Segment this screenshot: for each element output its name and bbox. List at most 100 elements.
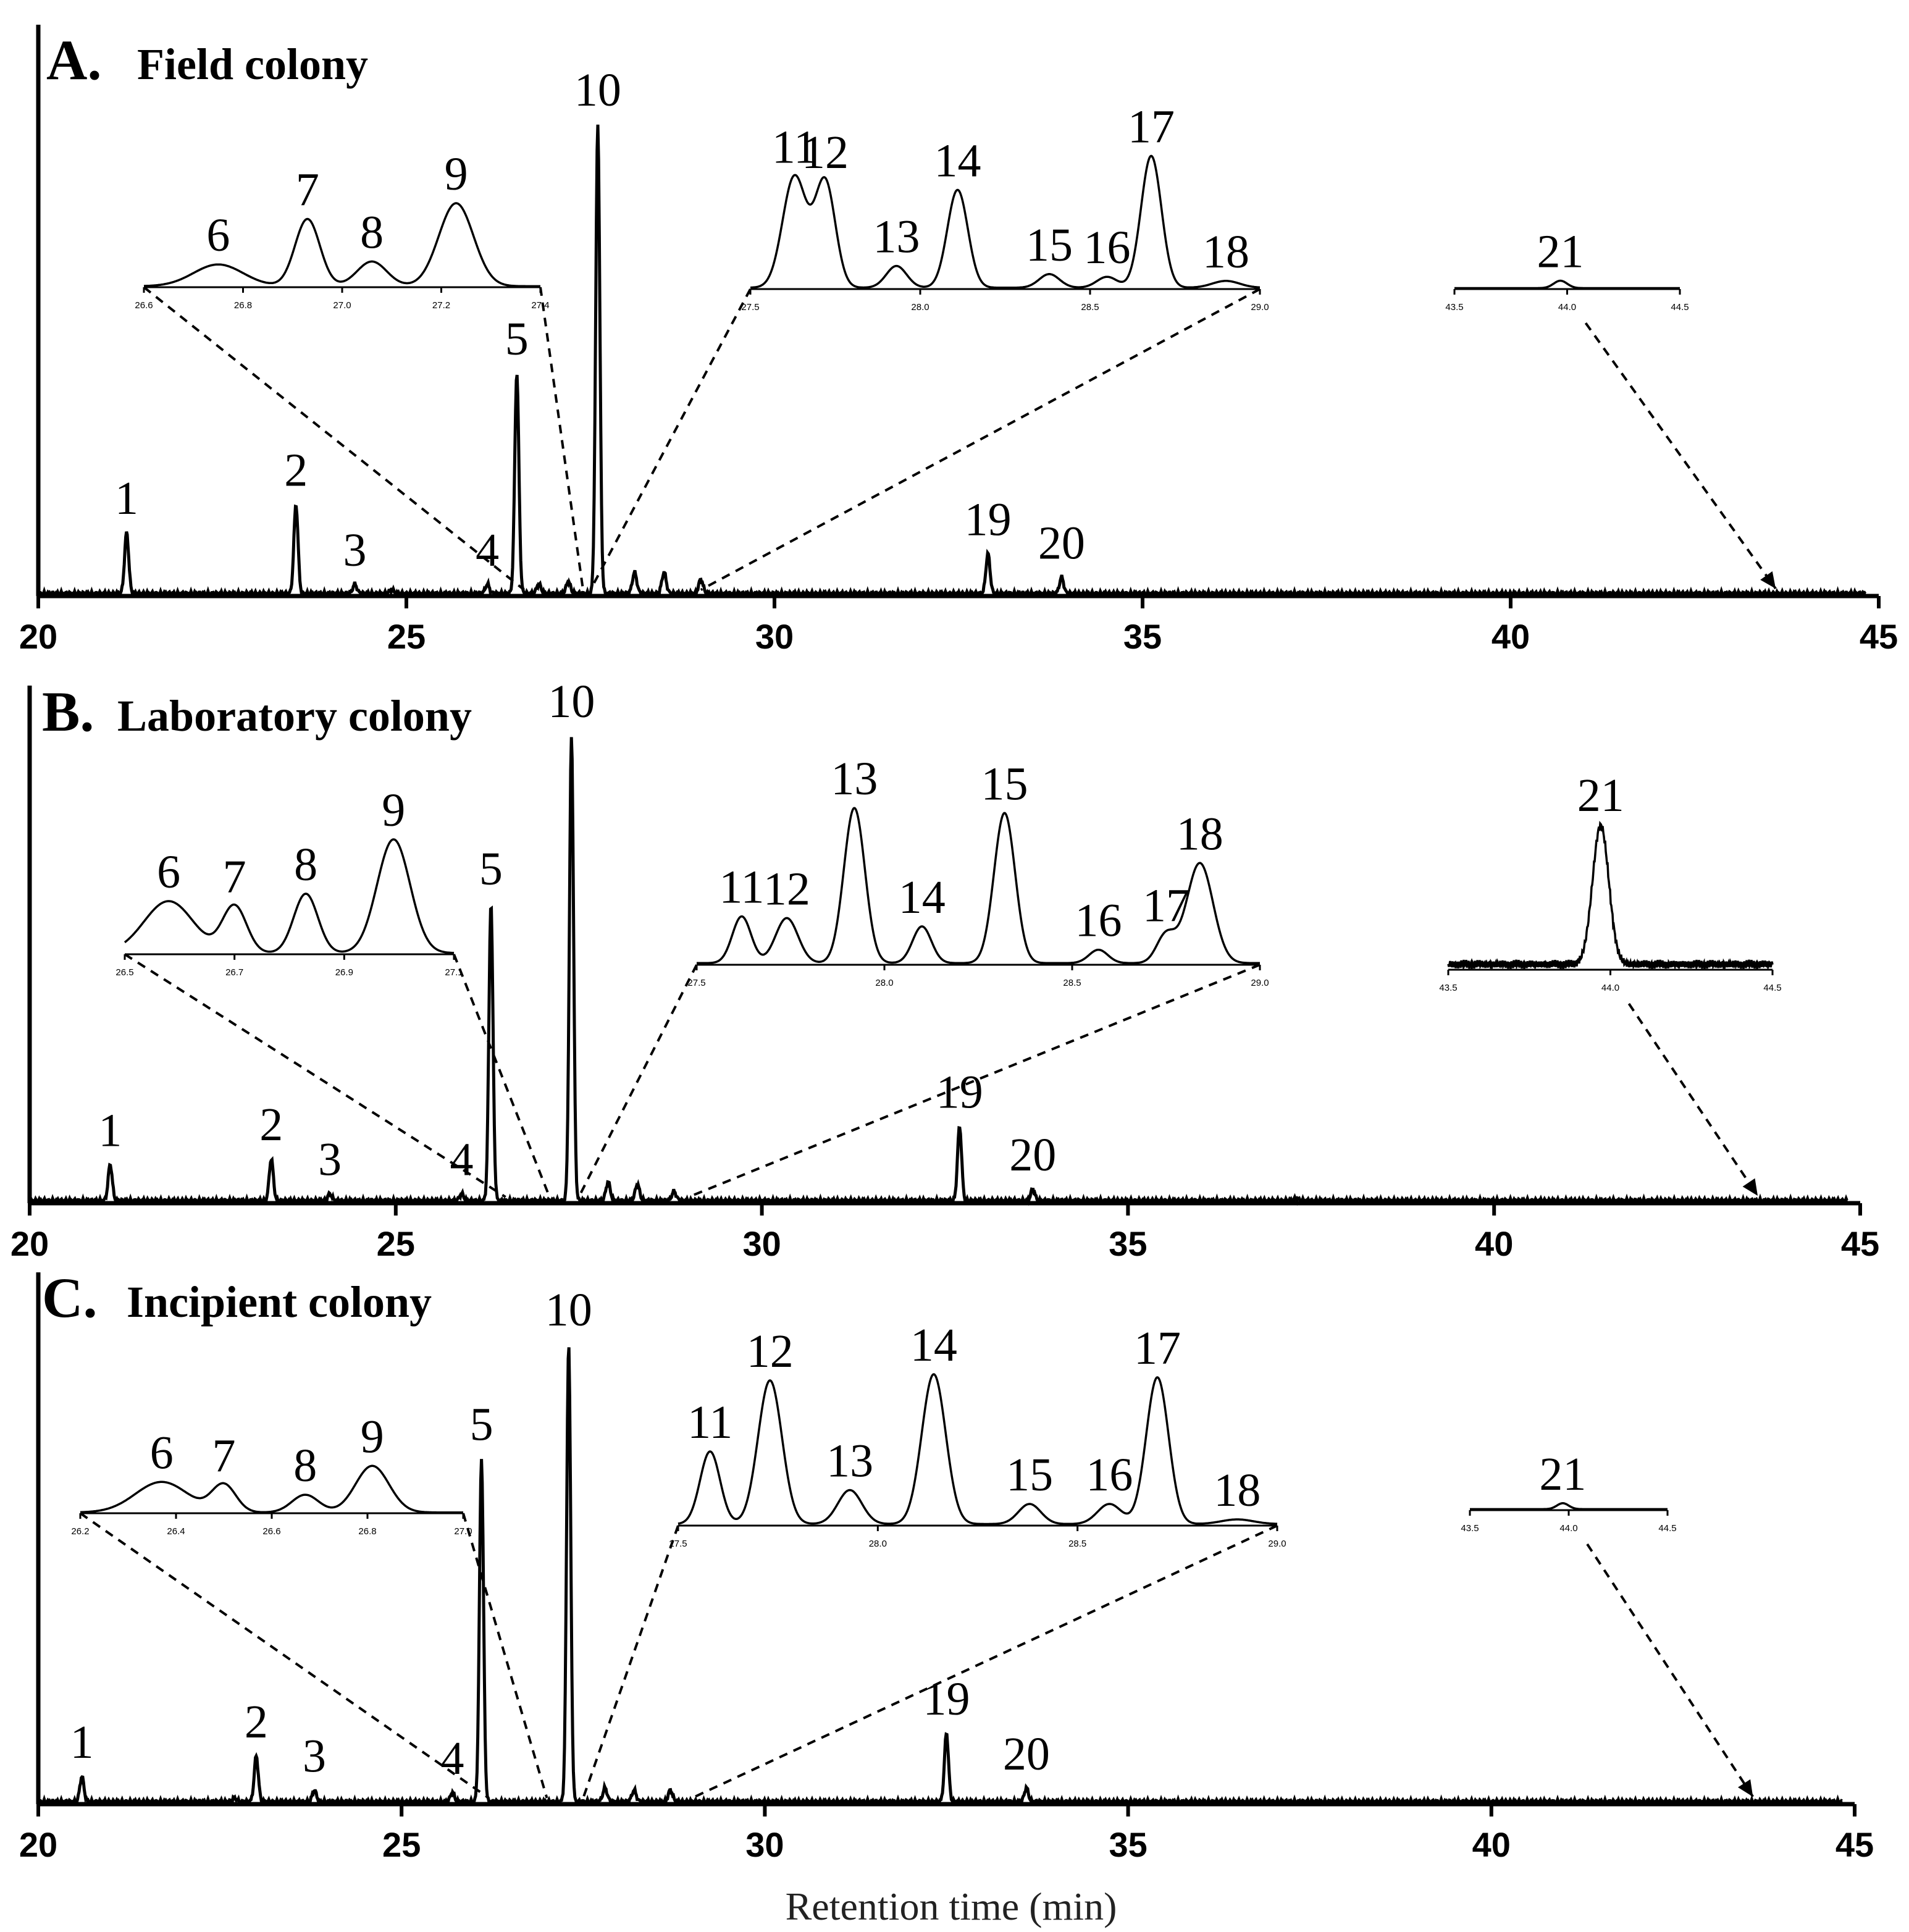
x-tick-label: 25 <box>387 617 426 656</box>
inset-left: 26.6 26.8 27.0 27.2 27.4 6 78 9 <box>135 148 585 591</box>
inset-peak-label-11: 11 <box>687 1396 732 1448</box>
inset-tick-label: 43.5 <box>1461 1523 1479 1534</box>
inset-tick-label: 27.2 <box>432 300 450 311</box>
inset-peak-label-11: 11 <box>719 862 764 914</box>
inset-trace <box>144 202 540 288</box>
inset-peak-label-9: 9 <box>445 148 468 200</box>
peak-label-19: 19 <box>923 1673 970 1725</box>
x-tick-label: 30 <box>755 617 794 656</box>
inset-trace <box>80 1464 463 1514</box>
peak-label-2: 2 <box>284 445 308 497</box>
peak-label-20: 20 <box>1038 517 1085 569</box>
peak-label-4: 4 <box>450 1134 474 1186</box>
zoom-connector <box>577 964 698 1198</box>
inset-left: 26.5 26.7 26.9 27.1 6 7 8 9 <box>115 784 551 1198</box>
arrow-head <box>1742 1178 1758 1196</box>
inset-peak-label-17: 17 <box>1143 880 1189 931</box>
zoom-connector <box>79 1512 490 1799</box>
inset-peak-label-14: 14 <box>910 1319 957 1371</box>
inset-right: 43.5 44.0 44.5 21 <box>1461 1448 1676 1534</box>
peak-label-20: 20 <box>1009 1129 1056 1181</box>
inset-tick-label: 43.5 <box>1439 983 1457 993</box>
inset-tick-label: 28.0 <box>875 978 893 988</box>
inset-trace <box>124 838 455 954</box>
peak-label-10: 10 <box>574 64 621 116</box>
inset-tick-label: 27.5 <box>687 978 705 988</box>
x-axis-title: Retention time (min) <box>786 1884 1117 1928</box>
inset-peak-label-13: 13 <box>873 211 920 263</box>
inset-tick-label: 28.5 <box>1068 1539 1086 1549</box>
panel-letter: B. <box>42 680 94 743</box>
zoom-connector <box>589 288 752 590</box>
inset-peak-label-11: 11 <box>772 121 817 173</box>
inset-tick-label: 27.4 <box>531 300 549 311</box>
x-tick-label: 45 <box>1841 1224 1879 1263</box>
zoom-connector <box>143 286 525 591</box>
inset-peak-label-6: 6 <box>157 846 180 898</box>
inset-peak-label-12: 12 <box>763 863 810 915</box>
inset-tick-label: 27.0 <box>333 300 351 311</box>
chromatogram-trace <box>28 737 1848 1206</box>
zoom-connector <box>582 1525 679 1799</box>
peak-label-10: 10 <box>548 676 595 728</box>
x-tick-label: 20 <box>19 1825 57 1864</box>
inset-peak-label-12: 12 <box>747 1325 794 1377</box>
inset-peak-label-14: 14 <box>934 135 981 187</box>
inset-tick-label: 29.0 <box>1251 302 1269 313</box>
inset-peak-label-17: 17 <box>1134 1322 1181 1374</box>
x-tick-label: 25 <box>377 1224 415 1263</box>
x-tick-label: 20 <box>19 617 57 656</box>
peak-label-5: 5 <box>470 1398 493 1450</box>
peak-label-3: 3 <box>303 1730 326 1782</box>
peak-label-1: 1 <box>70 1716 94 1768</box>
inset-peak-label-21: 21 <box>1577 770 1624 821</box>
inset-peak-label-18: 18 <box>1177 808 1223 860</box>
x-tick-label: 35 <box>1123 617 1162 656</box>
peak-label-3: 3 <box>318 1134 342 1186</box>
inset-tick-label: 44.5 <box>1763 983 1781 993</box>
arrow-line <box>1584 322 1777 590</box>
peak-label-5: 5 <box>479 843 503 895</box>
inset-peak-label-16: 16 <box>1084 222 1131 274</box>
inset-tick-label: 28.5 <box>1081 302 1099 313</box>
x-tick-label: 35 <box>1109 1825 1147 1864</box>
zoom-connector <box>691 1524 1278 1799</box>
chromatogram-trace <box>36 124 1867 598</box>
inset-trace <box>750 154 1260 289</box>
inset-trace <box>678 1373 1278 1526</box>
arrow-head <box>1738 1779 1753 1797</box>
inset-tick-label: 44.5 <box>1658 1523 1676 1534</box>
inset-peak-label-15: 15 <box>981 758 1028 810</box>
peak-label-3: 3 <box>343 524 367 576</box>
inset-peak-label-18: 18 <box>1214 1464 1261 1516</box>
peak-label-4: 4 <box>441 1732 464 1784</box>
zoom-connector <box>688 964 1261 1198</box>
zoom-connector <box>462 1513 548 1799</box>
x-tick-label: 30 <box>745 1825 784 1864</box>
inset-right: 43.5 44.0 44.5 21 <box>1439 770 1781 993</box>
inset-trace <box>1470 1502 1668 1511</box>
panel-letter: C. <box>42 1266 97 1329</box>
inset-peak-label-6: 6 <box>150 1427 174 1479</box>
inset-tick-label: 26.6 <box>135 300 153 311</box>
x-tick-label: 45 <box>1860 617 1898 656</box>
inset-trace <box>1454 279 1680 290</box>
x-tick-label: 20 <box>10 1224 49 1263</box>
peak-label-2: 2 <box>245 1696 268 1748</box>
peak-label-1: 1 <box>98 1104 122 1156</box>
inset-peak-label-14: 14 <box>899 872 946 923</box>
panel-title: Incipient colony <box>127 1277 432 1327</box>
inset-peak-label-12: 12 <box>802 127 849 178</box>
chromatogram-trace <box>36 1347 1843 1807</box>
inset-left: 26.2 26.4 26.6 26.8 27.06 7 89 <box>71 1411 548 1799</box>
inset-peak-label-15: 15 <box>1026 219 1073 271</box>
x-tick-label: 40 <box>1472 1825 1511 1864</box>
peak-label-1: 1 <box>115 472 138 524</box>
zoom-connector <box>539 287 585 590</box>
inset-tick-label: 28.0 <box>869 1539 887 1549</box>
inset-peak-label-9: 9 <box>361 1411 384 1463</box>
